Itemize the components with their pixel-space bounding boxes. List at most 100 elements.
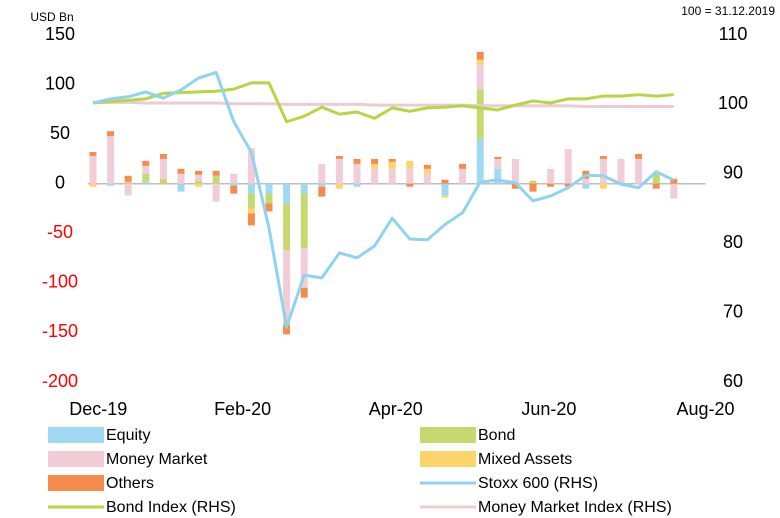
- bar-segment: [635, 158, 643, 184]
- legend-label: Stoxx 600 (RHS): [478, 475, 598, 492]
- bar-segment: [529, 183, 537, 192]
- bar-segment: [300, 248, 308, 288]
- y-tick-label: -150: [42, 321, 78, 341]
- bar-segment: [494, 168, 502, 184]
- legend-label: Mixed Assets: [478, 451, 572, 468]
- bar-segment: [142, 165, 150, 174]
- bar-segment: [247, 193, 255, 209]
- bar-segment: [159, 178, 167, 184]
- line-series: [92, 70, 675, 329]
- bar-segment: [195, 183, 203, 187]
- bar-segment: [247, 208, 255, 214]
- bar-segment: [441, 183, 449, 196]
- bar-segment: [89, 155, 97, 184]
- bar-segment: [406, 183, 414, 187]
- bar-segment: [406, 160, 414, 169]
- bar-segment: [670, 178, 678, 184]
- bar-segment: [652, 183, 660, 189]
- bar-segment: [476, 139, 484, 184]
- bar-segment: [283, 203, 291, 251]
- bar-segment: [230, 183, 238, 186]
- legend-label: Others: [106, 475, 154, 492]
- bar-segment: [441, 195, 449, 198]
- bar-segment: [335, 183, 343, 189]
- bar-segment: [406, 168, 414, 184]
- bar-segment: [335, 158, 343, 184]
- legend-swatch: [48, 475, 104, 491]
- bar-segment: [371, 158, 379, 164]
- legend-swatch: [420, 451, 476, 467]
- x-tick-label: Feb-20: [214, 399, 271, 419]
- bar-segment: [212, 183, 220, 202]
- legend-label: Money Market: [106, 451, 208, 468]
- bar-segment: [582, 178, 590, 184]
- bar-segment: [353, 158, 361, 164]
- bar-segment: [318, 186, 326, 197]
- bar-segment: [564, 183, 572, 187]
- bar-segment: [652, 173, 660, 184]
- bar-segment: [511, 183, 519, 189]
- bar-segment: [300, 183, 308, 194]
- bar-segment: [142, 173, 150, 182]
- legend-label: Money Market Index (RHS): [478, 499, 672, 516]
- legend-label: Bond: [478, 427, 515, 444]
- bar-segment: [230, 185, 238, 194]
- y-tick-label: 150: [45, 24, 75, 44]
- y2-tick-label: 90: [723, 163, 743, 183]
- bar-segment: [476, 64, 484, 90]
- bar-segment: [89, 183, 97, 187]
- bar-segment: [476, 59, 484, 65]
- bar-segment: [107, 183, 115, 186]
- x-tick-label: Jun-20: [521, 399, 576, 419]
- bar-segment: [247, 148, 255, 184]
- bar-segment: [195, 174, 203, 181]
- y2-tick-label: 70: [723, 301, 743, 321]
- y2-tick-label: 100: [718, 93, 748, 113]
- bar-segment: [124, 175, 132, 182]
- bar-segment: [494, 158, 502, 169]
- bar-segment: [599, 158, 607, 184]
- bar-segment: [582, 183, 590, 189]
- bar-segment: [177, 173, 185, 184]
- bar-segment: [283, 324, 291, 335]
- bar-segment: [318, 183, 326, 187]
- bar-segment: [247, 213, 255, 226]
- bar-segment: [124, 183, 132, 196]
- bar-segment: [459, 168, 467, 184]
- bar-segment: [564, 149, 572, 184]
- bar-segment: [617, 158, 625, 184]
- bar-segment: [441, 179, 449, 184]
- legend-label: Bond Index (RHS): [106, 499, 236, 516]
- bar-segment: [265, 183, 273, 194]
- bar-segment: [247, 183, 255, 194]
- bar-segment: [511, 158, 519, 184]
- bar-segment: [177, 183, 185, 192]
- right-axis-note: 100 = 31.12.2019: [681, 4, 775, 18]
- legend-swatch: [48, 451, 104, 467]
- line-series: [92, 81, 674, 124]
- bar-segment: [142, 160, 150, 166]
- bar-segment: [300, 287, 308, 298]
- bar-segment: [635, 153, 643, 159]
- bar-segment: [283, 250, 291, 320]
- bar-segment: [318, 163, 326, 184]
- bar-segment: [195, 180, 203, 184]
- bar-segment: [547, 168, 555, 184]
- bar-segment: [212, 175, 220, 184]
- bar-segment: [371, 168, 379, 184]
- legend-label: Equity: [106, 427, 150, 444]
- bar-segment: [599, 183, 607, 189]
- bar-segment: [265, 193, 273, 204]
- y-tick-label: 50: [50, 123, 70, 143]
- bar-segment: [353, 163, 361, 184]
- bar-segment: [388, 158, 396, 162]
- x-tick-label: Apr-20: [369, 399, 423, 419]
- bar-segment: [230, 173, 238, 184]
- y-tick-label: -50: [47, 222, 73, 242]
- bar-segment: [353, 183, 361, 187]
- bar-segment: [547, 183, 555, 187]
- y2-tick-label: 110: [719, 24, 748, 44]
- x-tick-label: Dec-19: [69, 399, 127, 419]
- bar-segment: [124, 181, 132, 184]
